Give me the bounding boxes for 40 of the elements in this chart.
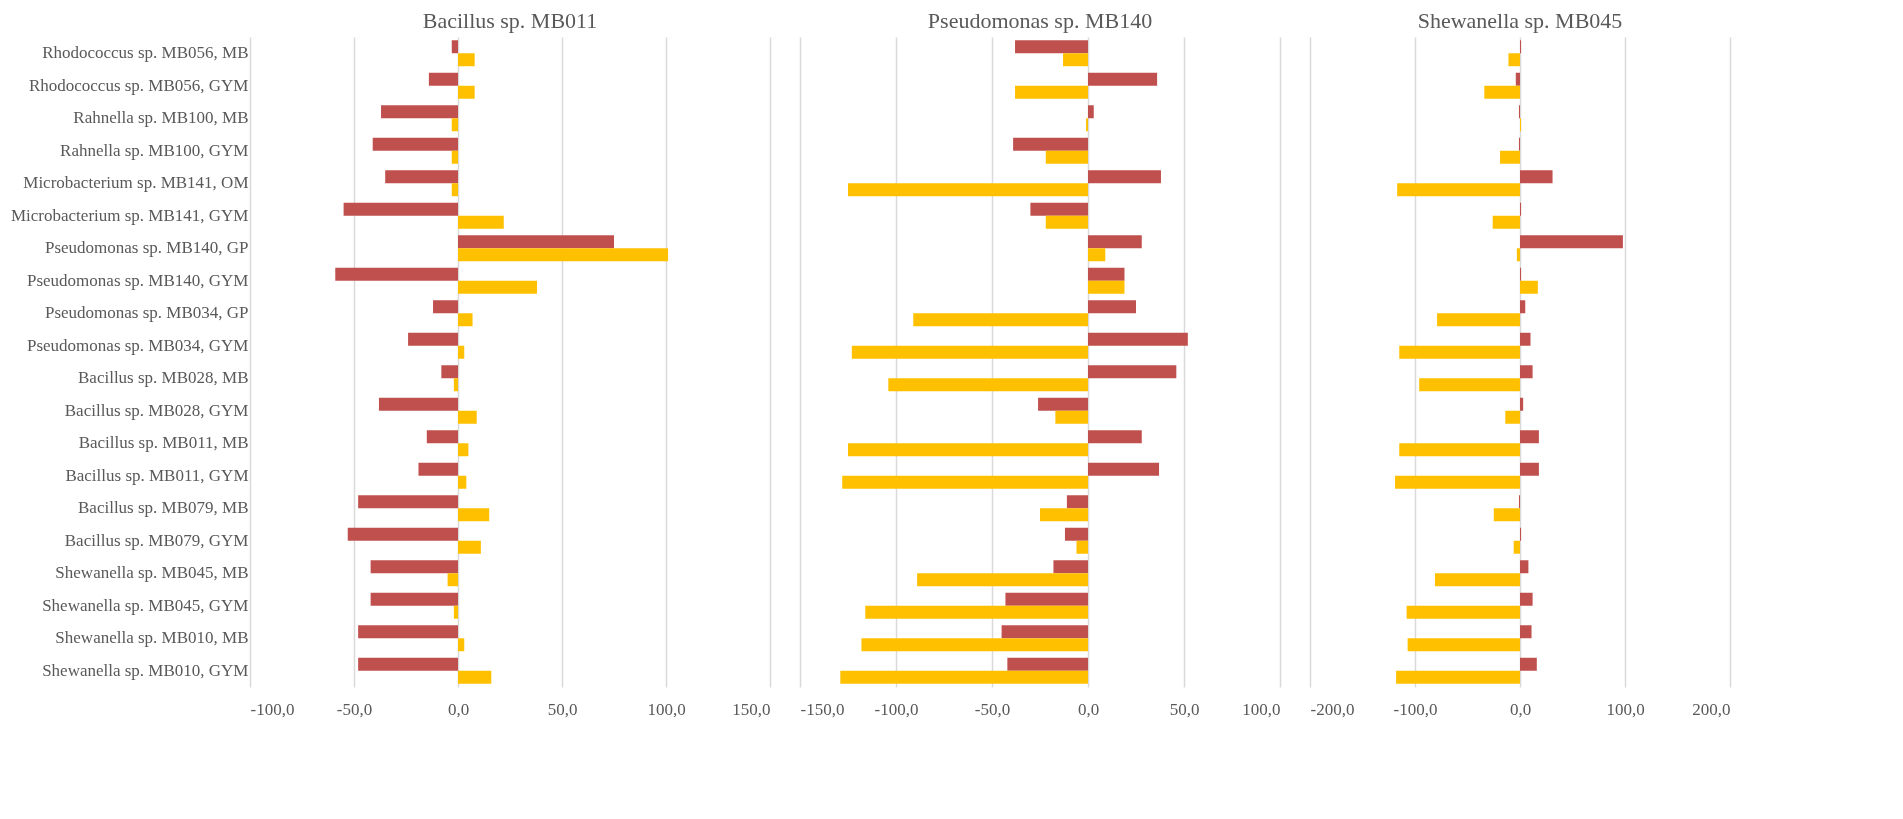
y-tick-label: Bacillus sp. MB028, GYM bbox=[64, 400, 249, 420]
y-tick-label: Bacillus sp. MB079, GYM bbox=[64, 530, 249, 550]
y-tick-label: Rahnella sp. MB100, GYM bbox=[60, 140, 249, 160]
y-tick-label: Shewanella sp. MB045, GYM bbox=[42, 595, 249, 615]
chart-title: Bacillus sp. MB011 bbox=[422, 8, 598, 33]
x-tick-label: -100,0 bbox=[1393, 699, 1438, 719]
y-tick-label: Pseudomonas sp. MB140, GP bbox=[44, 238, 249, 258]
y-tick-label: Bacillus sp. MB011, MB bbox=[78, 433, 249, 453]
x-tick-label: 200,0 bbox=[1692, 699, 1731, 719]
x-tick-label: -200,0 bbox=[1310, 699, 1355, 719]
x-tick-label: 100,0 bbox=[1242, 699, 1281, 719]
x-tick-label: -50,0 bbox=[336, 699, 373, 719]
y-tick-label: Rahnella sp. MB100, MB bbox=[73, 108, 249, 128]
y-tick-label: Rhodococcus sp. MB056, MB bbox=[42, 43, 249, 63]
y-tick-label: Shewanella sp. MB010, MB bbox=[55, 628, 249, 648]
x-tick-label: 50,0 bbox=[547, 699, 578, 719]
x-tick-label: 100,0 bbox=[647, 699, 686, 719]
y-tick-label: Bacillus sp. MB011, GYM bbox=[65, 465, 249, 485]
y-tick-label: Microbacterium sp. MB141, OM bbox=[23, 173, 249, 193]
y-tick-label: Pseudomonas sp. MB034, GP bbox=[44, 303, 249, 323]
y-tick-label: Shewanella sp. MB045, MB bbox=[55, 563, 249, 583]
x-tick-label: -100,0 bbox=[874, 699, 919, 719]
x-tick-label: -50,0 bbox=[974, 699, 1011, 719]
x-tick-label: 0,0 bbox=[1077, 699, 1100, 719]
y-tick-label: Bacillus sp. MB028, MB bbox=[78, 368, 249, 388]
y-tick-label: Rhodococcus sp. MB056, GYM bbox=[28, 75, 249, 95]
y-tick-label: Shewanella sp. MB010, GYM bbox=[42, 660, 249, 680]
chart-title: Shewanella sp. MB045 bbox=[1417, 8, 1623, 33]
y-tick-label: Microbacterium sp. MB141, GYM bbox=[10, 205, 249, 225]
x-tick-label: -150,0 bbox=[800, 699, 845, 719]
x-tick-label: -100,0 bbox=[250, 699, 295, 719]
x-tick-label: 0,0 bbox=[1509, 699, 1532, 719]
x-tick-label: 150,0 bbox=[732, 699, 771, 719]
y-tick-label: Bacillus sp. MB079, MB bbox=[78, 498, 249, 518]
chart-title: Pseudomonas sp. MB140 bbox=[927, 8, 1153, 33]
y-tick-label: Pseudomonas sp. MB140, GYM bbox=[27, 270, 249, 290]
x-tick-label: 100,0 bbox=[1606, 699, 1645, 719]
y-tick-label: Pseudomonas sp. MB034, GYM bbox=[27, 335, 249, 355]
x-tick-label: 50,0 bbox=[1169, 699, 1200, 719]
x-tick-label: 0,0 bbox=[447, 699, 470, 719]
